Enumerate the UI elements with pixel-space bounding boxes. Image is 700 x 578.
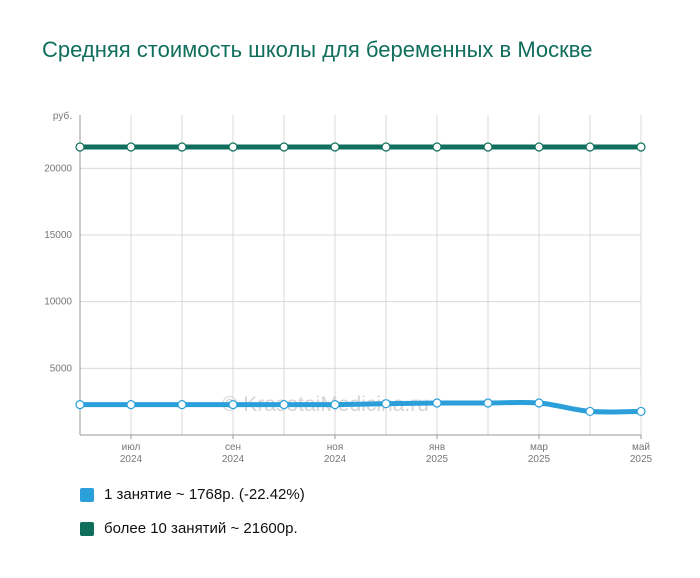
y-unit-label: руб. <box>53 110 72 122</box>
data-point-2[interactable] <box>483 142 493 152</box>
data-point-2[interactable] <box>75 142 85 152</box>
data-point-1[interactable] <box>228 400 238 410</box>
y-tick-label: 15000 <box>44 230 72 241</box>
series <box>75 142 646 417</box>
x-tick-year: 2025 <box>630 454 653 465</box>
data-point-1[interactable] <box>126 400 136 410</box>
x-tick-month: ноя <box>327 442 344 453</box>
data-point-1[interactable] <box>636 406 646 417</box>
legend-label-1: 1 занятие ~ 1768р. (-22.42%) <box>104 486 305 503</box>
data-point-2[interactable] <box>381 142 391 152</box>
y-tick-label: 5000 <box>50 363 73 374</box>
data-point-2[interactable] <box>177 142 187 152</box>
data-point-2[interactable] <box>126 142 136 152</box>
data-point-1[interactable] <box>534 398 544 408</box>
data-point-1[interactable] <box>483 398 493 408</box>
x-tick-year: 2024 <box>222 454 245 465</box>
data-point-2[interactable] <box>228 142 238 152</box>
data-point-1[interactable] <box>330 400 340 410</box>
y-tick-label: 10000 <box>44 297 72 308</box>
data-point-2[interactable] <box>534 142 544 152</box>
data-point-1[interactable] <box>279 400 289 410</box>
data-point-1[interactable] <box>381 399 391 409</box>
x-tick-month: июл <box>122 442 141 453</box>
data-point-1[interactable] <box>75 400 85 410</box>
x-tick-month: сен <box>225 442 241 453</box>
x-tick-month: май <box>632 442 650 453</box>
x-tick-month: мар <box>530 442 548 453</box>
x-tick-year: 2025 <box>426 454 449 465</box>
data-point-1[interactable] <box>432 398 442 408</box>
legend-item-2[interactable]: более 10 занятий ~ 21600р. <box>80 520 298 537</box>
legend-swatch-1 <box>80 487 94 502</box>
data-point-2[interactable] <box>636 142 646 152</box>
x-tick-year: 2024 <box>324 454 347 465</box>
data-point-1[interactable] <box>585 406 595 417</box>
data-point-2[interactable] <box>585 142 595 152</box>
data-point-2[interactable] <box>330 142 340 152</box>
chart-title: Средняя стоимость школы для беременных в… <box>42 37 593 62</box>
tick-labels: 5000100001500020000руб.июл2024сен2024ноя… <box>44 110 652 465</box>
y-tick-label: 20000 <box>44 163 72 174</box>
data-point-2[interactable] <box>279 142 289 152</box>
legend-label-2: более 10 занятий ~ 21600р. <box>104 520 298 537</box>
x-tick-year: 2025 <box>528 454 551 465</box>
x-tick-year: 2024 <box>120 454 143 465</box>
data-point-1[interactable] <box>177 400 187 410</box>
grid <box>79 115 642 435</box>
axes <box>79 115 642 439</box>
data-point-2[interactable] <box>432 142 442 152</box>
legend-item-1[interactable]: 1 занятие ~ 1768р. (-22.42%) <box>80 486 305 503</box>
legend-swatch-2 <box>80 521 94 536</box>
x-tick-month: янв <box>429 442 445 453</box>
